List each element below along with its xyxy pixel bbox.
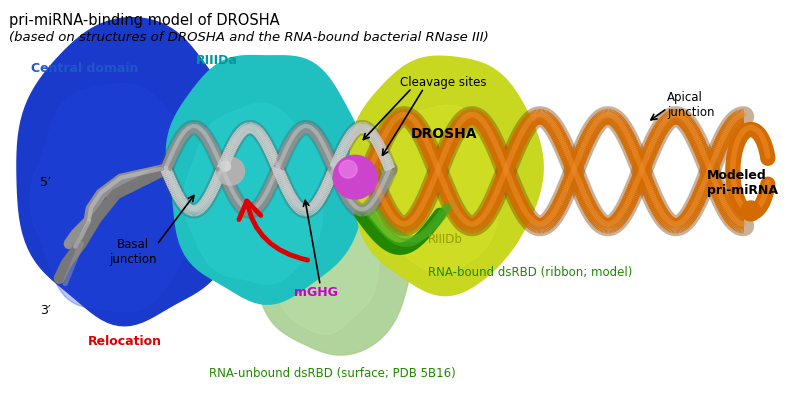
Text: Central domain: Central domain bbox=[31, 62, 138, 75]
Text: 5′: 5′ bbox=[40, 176, 50, 189]
Polygon shape bbox=[30, 84, 201, 312]
Text: DROSHA: DROSHA bbox=[410, 126, 477, 140]
Polygon shape bbox=[183, 103, 324, 284]
Polygon shape bbox=[17, 19, 251, 326]
Circle shape bbox=[741, 202, 761, 221]
Text: mGHG: mGHG bbox=[294, 285, 338, 298]
FancyArrowPatch shape bbox=[239, 202, 307, 261]
Text: Modeled
pri-miRNA: Modeled pri-miRNA bbox=[707, 168, 778, 196]
Polygon shape bbox=[271, 193, 379, 334]
Polygon shape bbox=[377, 106, 503, 274]
Circle shape bbox=[217, 158, 245, 186]
Circle shape bbox=[221, 162, 230, 172]
Text: pri-miRNA-binding model of DROSHA: pri-miRNA-binding model of DROSHA bbox=[10, 13, 280, 28]
Polygon shape bbox=[247, 154, 413, 355]
Text: Apical
junction: Apical junction bbox=[667, 91, 714, 119]
Text: (based on structures of DROSHA and the RNA-bound bacterial RNase III): (based on structures of DROSHA and the R… bbox=[10, 31, 489, 44]
Circle shape bbox=[339, 161, 357, 179]
Polygon shape bbox=[350, 57, 543, 296]
Text: RNA-unbound dsRBD (surface; PDB 5B16): RNA-unbound dsRBD (surface; PDB 5B16) bbox=[209, 366, 456, 380]
Text: Basal
junction: Basal junction bbox=[109, 237, 157, 265]
Text: RIIIDb: RIIIDb bbox=[428, 233, 462, 245]
Text: Relocation: Relocation bbox=[88, 334, 162, 347]
Text: RNA-bound dsRBD (ribbon; model): RNA-bound dsRBD (ribbon; model) bbox=[428, 265, 632, 278]
Text: 3′: 3′ bbox=[40, 303, 50, 317]
Text: RIIIDa: RIIIDa bbox=[196, 54, 238, 67]
Circle shape bbox=[334, 156, 377, 200]
Text: Cleavage sites: Cleavage sites bbox=[400, 76, 486, 89]
Polygon shape bbox=[166, 56, 366, 304]
